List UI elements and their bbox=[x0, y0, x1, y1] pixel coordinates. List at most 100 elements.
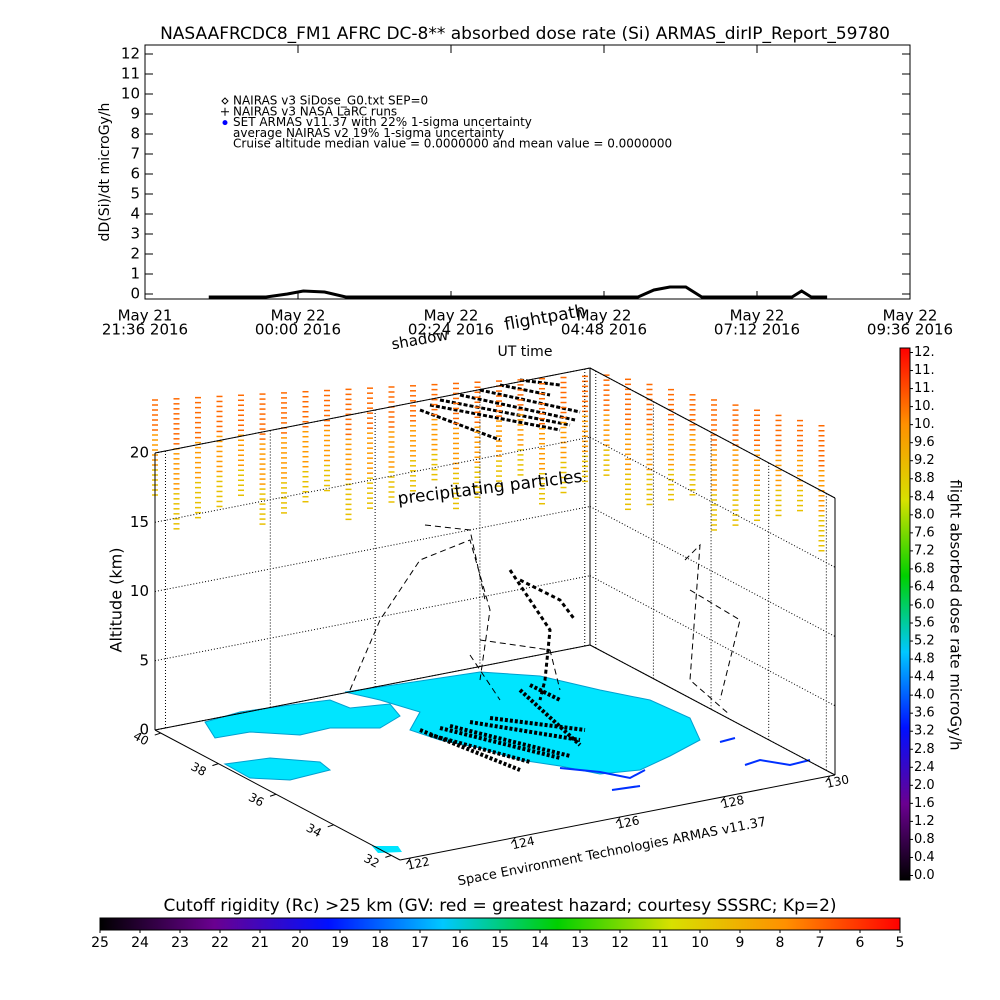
colorbar-tick-label: 10. bbox=[914, 417, 935, 432]
lon-tick bbox=[406, 857, 411, 865]
x-tick-label: May 22 bbox=[883, 307, 938, 325]
grid-line bbox=[589, 367, 836, 499]
plot-frame bbox=[144, 44, 911, 300]
lat-tick bbox=[385, 854, 392, 858]
x-tick-label: May 22 bbox=[730, 307, 785, 325]
z-tick-label: 5 bbox=[139, 651, 149, 669]
colorbar-tick-label: 8 bbox=[776, 935, 785, 951]
colorbar-tick-label: 11. bbox=[914, 363, 935, 378]
coast bbox=[223, 757, 332, 781]
z-axis-label: Altitude (km) bbox=[107, 548, 126, 653]
colorbar-tick-label: 5.2 bbox=[914, 634, 935, 649]
colorbar-tick-label: 25 bbox=[91, 935, 109, 951]
legend-text: NAIRAS v3 SiDose_G0.txt SEP=0 bbox=[233, 94, 428, 108]
colorbar-tick-label: 2.8 bbox=[914, 742, 935, 757]
colorbar-tick-label: 12 bbox=[611, 935, 629, 951]
figure-title: NASAAFRCDC8_FM1 AFRC DC-8** absorbed dos… bbox=[160, 24, 890, 44]
x-tick-label: 02:24 2016 bbox=[408, 321, 494, 339]
x-tick-label: May 21 bbox=[118, 307, 173, 325]
colorbar bbox=[99, 917, 901, 931]
grid-line bbox=[154, 644, 591, 731]
coast-outline bbox=[559, 737, 811, 791]
lat-tick-label: 36 bbox=[246, 790, 266, 810]
colorbar-tick-label: 24 bbox=[131, 935, 149, 951]
lon-tick bbox=[720, 796, 726, 803]
lat-tick-label: 32 bbox=[362, 851, 382, 871]
grid-line bbox=[154, 575, 591, 662]
lon-tick bbox=[825, 775, 831, 783]
z-tick-label: 0 bbox=[139, 721, 149, 739]
x-axis-label: UT time bbox=[498, 344, 553, 360]
track-top bbox=[419, 378, 581, 442]
colorbar-tick-label: 20 bbox=[291, 935, 309, 951]
legend-text: SET ARMAS v11.37 with 22% 1-sigma uncert… bbox=[233, 115, 532, 129]
track-mid bbox=[508, 569, 577, 701]
grid-line bbox=[589, 644, 836, 776]
y-tick-label: 3 bbox=[130, 225, 140, 243]
y-tick-label: 12 bbox=[121, 45, 140, 63]
lon-tick bbox=[510, 837, 516, 844]
y-tick-label: 1 bbox=[130, 265, 140, 283]
y-tick-label: 7 bbox=[130, 145, 140, 163]
colorbar-tick-label: 8.8 bbox=[914, 471, 935, 486]
track-shadow bbox=[419, 683, 586, 772]
colorbar-tick-label: 2.0 bbox=[914, 778, 935, 793]
lon-tick-label: 128 bbox=[720, 793, 745, 811]
colorbar-tick-label: 17 bbox=[411, 935, 429, 951]
grid-line bbox=[589, 506, 836, 637]
colorbar-tick-label: 9 bbox=[736, 935, 745, 951]
y-tick-label: 0 bbox=[130, 285, 140, 303]
colorbar-tick-label: 9.6 bbox=[914, 435, 935, 450]
colorbar-tick-label: 12. bbox=[914, 345, 935, 360]
colorbar-tick-label: 9.2 bbox=[914, 453, 935, 468]
colorbar-tick-label: 10 bbox=[691, 935, 709, 951]
legend-text: Cruise altitude median value = 0.0000000… bbox=[233, 137, 672, 151]
colorbar-tick-label: 5.6 bbox=[914, 616, 935, 631]
colorbar-tick-label: 11. bbox=[914, 381, 935, 396]
lat-tick bbox=[212, 763, 219, 767]
colorbar-tick-label: 14 bbox=[531, 935, 549, 951]
y-tick-label: 5 bbox=[130, 185, 140, 203]
legend-marker bbox=[222, 120, 228, 126]
legend-text: NAIRAS v3 NASA LaRC runs bbox=[233, 104, 397, 118]
lat-tick bbox=[327, 824, 334, 828]
lat-tick-label: 38 bbox=[189, 759, 209, 779]
x-tick-label: 07:12 2016 bbox=[714, 321, 800, 339]
y-tick-label: 10 bbox=[121, 85, 140, 103]
dose-columns bbox=[152, 374, 825, 552]
lon-tick-label: 122 bbox=[406, 854, 431, 872]
grid-line bbox=[154, 506, 591, 592]
coast bbox=[372, 846, 402, 853]
y-axis-label: dD(Si)/dt microGy/h bbox=[97, 103, 113, 242]
colorbar-tick-label: 6.4 bbox=[914, 579, 935, 594]
y-tick-label: 6 bbox=[130, 165, 140, 183]
z-tick-label: 10 bbox=[130, 582, 149, 600]
colorbar bbox=[899, 347, 911, 881]
colorbar-tick-label: 7 bbox=[816, 935, 825, 951]
y-tick-label: 4 bbox=[130, 205, 140, 223]
lat-tick-label: 34 bbox=[304, 821, 324, 841]
colorbar-tick-label: 0.0 bbox=[914, 868, 935, 883]
colorbar-tick-label: 3.2 bbox=[914, 724, 935, 739]
colorbar-tick-label: 13 bbox=[571, 935, 589, 951]
colorbar-tick-label: 7.2 bbox=[914, 543, 935, 558]
box-edge bbox=[154, 729, 401, 861]
colorbar-tick-label: 23 bbox=[171, 935, 189, 951]
colorbar-tick-label: 7.6 bbox=[914, 525, 935, 540]
x-tick-label: 21:36 2016 bbox=[102, 321, 188, 339]
colorbar-title: Cutoff rigidity (Rc) >25 km (GV: red = g… bbox=[163, 896, 836, 916]
colorbar-tick-label: 0.8 bbox=[914, 832, 935, 847]
x-tick-label: May 22 bbox=[577, 307, 632, 325]
lat-tick-label: 40 bbox=[131, 729, 151, 749]
legend-text: average NAIRAS v2 19% 1-sigma uncertaint… bbox=[233, 126, 504, 140]
lon-tick-label: 124 bbox=[511, 834, 536, 852]
x-tick-label: May 22 bbox=[271, 307, 326, 325]
colorbar-tick-label: 6.0 bbox=[914, 597, 935, 612]
x-tick-label: 09:36 2016 bbox=[867, 321, 953, 339]
legend-marker bbox=[221, 97, 229, 105]
colorbar-tick-label: 8.0 bbox=[914, 507, 935, 522]
lon-tick bbox=[615, 816, 621, 824]
colorbar-tick-label: 4.4 bbox=[914, 670, 935, 685]
